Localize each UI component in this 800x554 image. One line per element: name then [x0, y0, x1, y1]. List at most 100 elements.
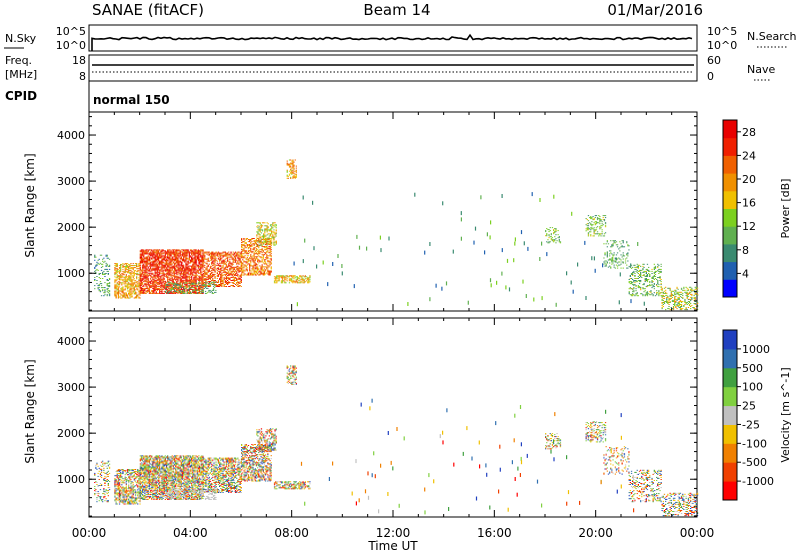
scatter-cell: [117, 281, 120, 283]
scatter-cell: [151, 265, 153, 267]
scatter-cell: [167, 251, 169, 253]
scatter-cell: [192, 264, 194, 266]
scatter-cell: [242, 242, 244, 244]
scatter-cell: [169, 285, 171, 287]
scatter-cell: [181, 262, 184, 264]
scatter-cell: [194, 271, 196, 273]
scatter-cell: [163, 269, 165, 271]
scatter-cell: [165, 288, 168, 290]
scatter-cell: [139, 251, 141, 253]
scatter-cell: [558, 236, 560, 238]
scatter-cell: [203, 253, 205, 255]
scatter-cell: [134, 289, 137, 291]
scatter-cell: [244, 261, 246, 263]
scatter-cell: [656, 285, 658, 287]
scatter-cell: [189, 256, 192, 258]
scatter-cell: [290, 166, 292, 168]
scatter-cell: [155, 292, 157, 294]
scatter-cell: [663, 303, 666, 304]
scatter-cell: [208, 269, 210, 271]
scatter-cell: [176, 278, 178, 280]
scatter-cell: [145, 270, 147, 272]
scatter-cell: [185, 275, 187, 277]
scatter-cell: [232, 285, 234, 286]
scatter-cell: [251, 241, 253, 243]
scatter-cell: [620, 246, 622, 248]
scatter-cell: [175, 279, 177, 281]
scatter-cell: [224, 273, 226, 275]
scatter-cell: [144, 276, 146, 278]
scatter-cell: [209, 267, 212, 269]
scatter-cell: [657, 286, 659, 288]
scatter-cell: [131, 281, 133, 283]
scatter-cell: [216, 253, 218, 255]
scatter-cell: [645, 273, 647, 274]
scatter-cell: [232, 258, 234, 260]
scatter-cell: [170, 273, 172, 275]
scatter-cell: [217, 284, 220, 285]
scatter-cell: [265, 241, 267, 243]
scatter-cell: [120, 277, 122, 279]
scatter-cell: [620, 259, 622, 261]
scatter-cell: [204, 254, 206, 256]
scatter-cell: [122, 265, 124, 267]
scatter-cell: [116, 282, 118, 284]
scatter-cell: [660, 295, 662, 297]
scatter-cell: [202, 283, 204, 285]
scatter-cell: [176, 258, 178, 260]
scatter-cell: [160, 260, 162, 262]
scatter-cell: [175, 285, 177, 287]
scatter-cell: [226, 283, 229, 284]
scatter-cell: [126, 265, 129, 267]
scatter-cell: [644, 295, 646, 297]
scatter-cell: [287, 177, 289, 179]
scatter-cell: [160, 261, 162, 263]
scatter-cell: [159, 256, 161, 258]
scatter-cell: [141, 253, 144, 255]
scatter-cell: [141, 252, 144, 254]
scatter-cell: [132, 265, 134, 267]
scatter-cell: [224, 260, 226, 262]
scatter-cell: [188, 270, 190, 272]
scatter-cell: [238, 278, 240, 280]
scatter-cell: [658, 290, 660, 292]
scatter-cell: [107, 290, 109, 292]
scatter-cell: [245, 274, 247, 276]
scatter-cell: [266, 244, 268, 246]
scatter-cell: [228, 270, 230, 272]
scatter-cell: [613, 242, 615, 244]
scatter-cell: [237, 274, 239, 276]
scatter-cell: [214, 271, 216, 273]
scatter-cell: [126, 271, 129, 273]
scatter-cell: [186, 266, 188, 268]
scatter-cell: [194, 262, 196, 264]
scatter-cell: [289, 280, 292, 282]
scatter-cell: [270, 238, 272, 239]
scatter-cell: [591, 227, 593, 229]
scatter-cell: [102, 274, 104, 275]
scatter-cell: [272, 222, 274, 224]
scatter-cell: [253, 238, 255, 239]
scatter-cell: [301, 279, 303, 281]
scatter-cell: [290, 172, 292, 174]
scatter-cell: [202, 273, 204, 275]
scatter-cell: [168, 266, 170, 268]
scatter-cell: [586, 219, 588, 221]
scatter-cell: [153, 274, 155, 276]
scatter-cell: [185, 251, 187, 253]
scatter-cell: [118, 277, 121, 279]
scatter-cell: [163, 287, 165, 289]
scatter-cell: [157, 252, 160, 254]
scatter-cell: [114, 286, 116, 288]
scatter-cell: [292, 175, 294, 177]
scatter-cell: [159, 277, 161, 279]
scatter-cell: [154, 275, 156, 277]
scatter-cell: [170, 261, 172, 263]
scatter-cell: [201, 273, 203, 275]
scatter-cell: [204, 280, 206, 281]
scatter-cell: [651, 282, 653, 284]
scatter-cell: [596, 222, 599, 224]
scatter-cell: [179, 268, 181, 270]
scatter-cell: [206, 263, 208, 265]
scatter-cell: [653, 271, 655, 273]
